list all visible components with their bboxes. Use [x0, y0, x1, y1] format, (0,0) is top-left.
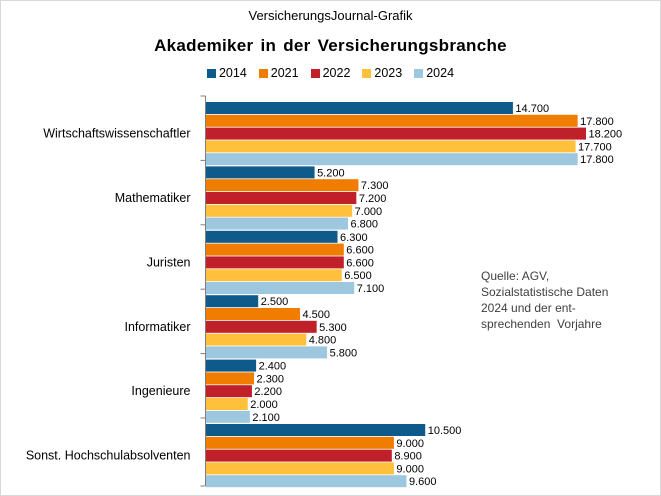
value-label: 17.800	[580, 116, 614, 128]
bar-2021	[206, 243, 344, 256]
bar-2022	[206, 385, 252, 398]
category-label: Juristen	[147, 255, 191, 269]
bar-2022	[206, 449, 392, 462]
value-label: 17.700	[578, 141, 612, 153]
value-label: 2.300	[257, 373, 285, 385]
bar-2023	[206, 140, 576, 153]
legend-item-2014: 2014	[206, 66, 247, 80]
publisher-caption: VersicherungsJournal-Grafik	[248, 8, 413, 23]
bar-2021	[206, 179, 359, 192]
value-label: 14.700	[515, 103, 549, 115]
bar-2024	[206, 410, 250, 423]
value-label: 10.500	[428, 425, 462, 437]
legend-label: 2023	[374, 66, 403, 80]
bar-2024	[206, 153, 578, 166]
value-label: 6.300	[340, 232, 368, 244]
value-label: 7.100	[357, 283, 385, 295]
legend-label: 2021	[270, 66, 299, 80]
bar-2021	[206, 308, 300, 320]
legend-item-2024: 2024	[414, 66, 454, 80]
legend-swatch	[414, 68, 424, 78]
value-label: 17.800	[580, 154, 614, 166]
value-label: 2.400	[259, 361, 287, 373]
value-label: 9.000	[396, 463, 424, 475]
bar-2022	[206, 320, 317, 333]
value-label: 5.300	[319, 322, 347, 334]
bar-2023	[206, 333, 307, 346]
value-label: 5.800	[330, 347, 358, 359]
bar-2021	[206, 436, 394, 449]
source-line: sprechenden Vorjahre	[481, 317, 602, 331]
bar-2024	[206, 475, 407, 488]
bar-2021	[206, 114, 578, 127]
value-label: 7.200	[359, 193, 387, 205]
value-label: 2.100	[252, 412, 280, 424]
legend-label: 2024	[426, 66, 455, 80]
legend-label: 2014	[218, 66, 247, 80]
value-label: 2.200	[254, 386, 282, 398]
value-label: 6.800	[350, 219, 378, 231]
legend-label: 2022	[322, 66, 351, 80]
bar-2022	[206, 127, 586, 140]
value-label: 9.600	[409, 476, 437, 488]
bar-2014	[206, 359, 257, 372]
source-line: 2024 und der ent-	[481, 301, 576, 315]
bar-2014	[206, 295, 259, 308]
bar-2014	[206, 424, 426, 436]
value-label: 6.600	[346, 257, 374, 269]
bar-2023	[206, 204, 353, 217]
value-label: 2.500	[261, 296, 289, 308]
legend-swatch	[310, 68, 320, 78]
bar-2023	[206, 269, 342, 282]
source-note: Quelle: AGV, Sozialstatistische Daten 20…	[481, 268, 651, 332]
category-label: Informatiker	[125, 320, 191, 334]
value-label: 2.000	[250, 399, 278, 411]
value-label: 6.500	[344, 270, 372, 282]
legend-swatch	[362, 68, 372, 78]
value-label: 18.200	[589, 129, 623, 141]
bar-2022	[206, 192, 357, 204]
bar-2014	[206, 166, 315, 179]
category-label: Wirtschaftswissenschaftler	[43, 127, 190, 141]
legend-item-2021: 2021	[258, 66, 299, 80]
bar-2023	[206, 398, 248, 410]
value-label: 9.000	[396, 438, 424, 450]
category-label: Ingenieure	[131, 384, 190, 398]
bar-2024	[206, 346, 328, 359]
source-line: Quelle: AGV,	[481, 269, 550, 283]
value-label: 8.900	[394, 451, 422, 463]
bar-2022	[206, 256, 344, 269]
bar-2014	[206, 102, 513, 114]
bar-2024	[206, 217, 348, 230]
value-label: 4.800	[309, 335, 337, 347]
legend-swatch	[258, 68, 268, 78]
value-label: 5.200	[317, 167, 345, 179]
legend-item-2023: 2023	[362, 66, 402, 80]
value-label: 4.500	[302, 309, 330, 321]
legend-swatch	[206, 68, 216, 78]
bar-2021	[206, 372, 255, 385]
bar-2023	[206, 462, 394, 475]
bar-2014	[206, 230, 338, 243]
chart-legend: 2014 2021 2022 2023 2024	[0, 66, 661, 80]
category-label: Mathematiker	[115, 191, 191, 205]
category-label: Sonst. Hochschulabsolventen	[26, 449, 191, 463]
bar-2024	[206, 282, 355, 294]
value-label: 7.300	[361, 180, 389, 192]
chart-title: Akademiker in der Versicherungsbranche	[154, 36, 507, 55]
source-line: Sozialstatistische Daten	[481, 285, 609, 299]
value-label: 7.000	[355, 206, 383, 218]
legend-item-2022: 2022	[310, 66, 351, 80]
value-label: 6.600	[346, 245, 374, 257]
